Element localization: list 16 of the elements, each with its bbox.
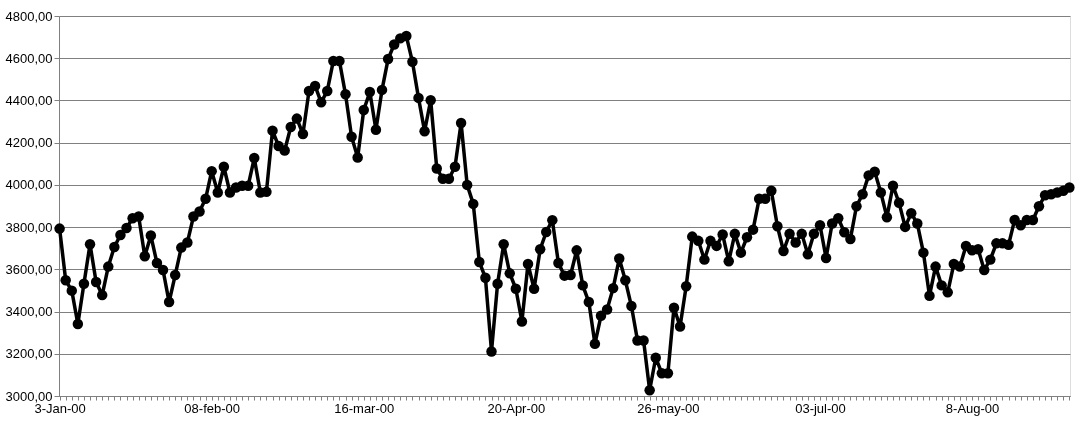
y-tick-label: 4000,00 — [5, 177, 53, 193]
x-tick-label: 26-may-00 — [637, 400, 700, 416]
y-tick-label: 3000,00 — [5, 388, 53, 404]
x-tick-label: 08-feb-00 — [184, 400, 241, 416]
x-tick-label: 8-Aug-00 — [945, 400, 1000, 416]
y-tick-label: 4600,00 — [5, 50, 53, 66]
y-tick-label: 3600,00 — [5, 261, 53, 277]
x-tick-label: 20-Apr-00 — [487, 400, 546, 416]
x-tick-label: 03-jul-00 — [795, 400, 846, 416]
y-tick-label: 3800,00 — [5, 219, 53, 235]
y-tick-label: 3200,00 — [5, 346, 53, 362]
x-tick-label: 16-mar-00 — [334, 400, 395, 416]
y-tick-label: 4800,00 — [5, 8, 53, 24]
y-tick-label: 3400,00 — [5, 304, 53, 320]
y-tick-label: 4200,00 — [5, 135, 53, 151]
y-tick-label: 4400,00 — [5, 92, 53, 108]
